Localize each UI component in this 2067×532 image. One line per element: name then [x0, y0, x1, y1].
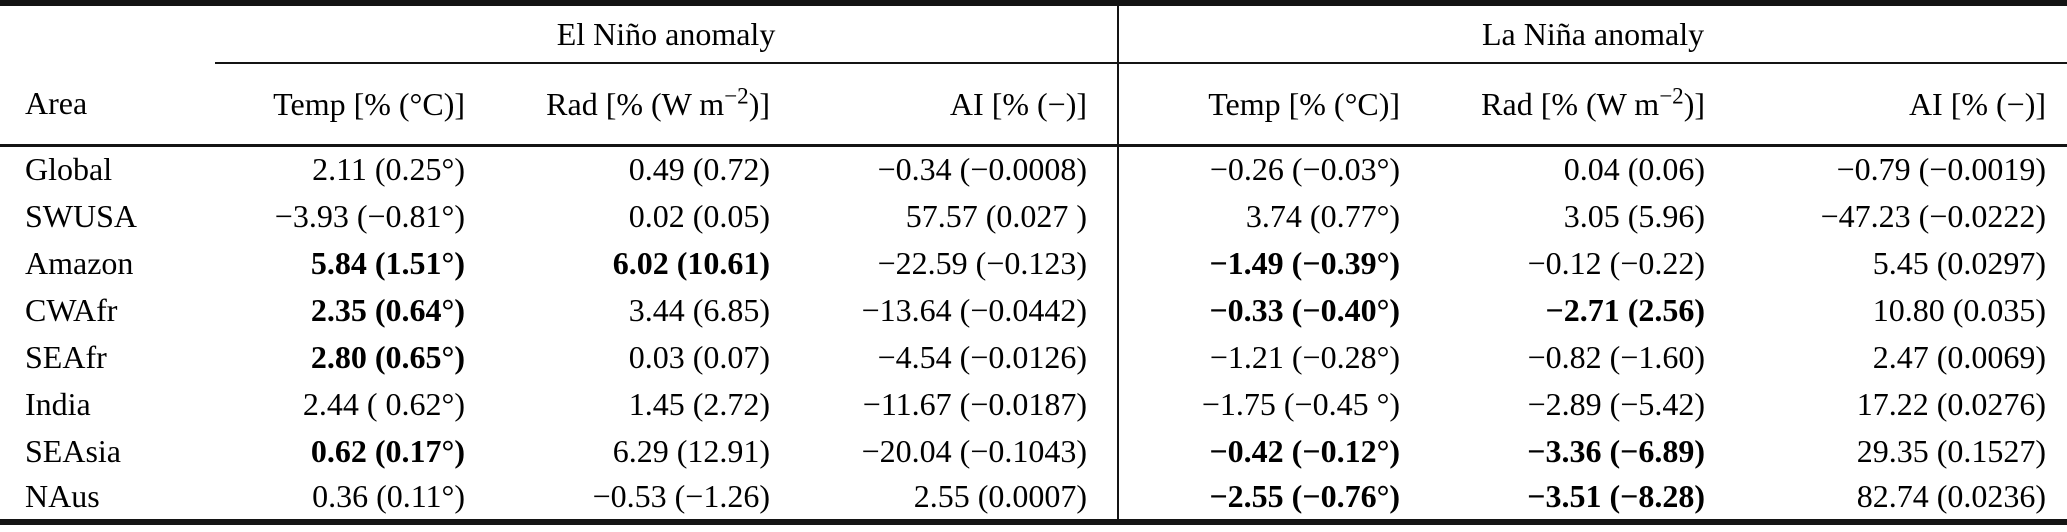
header-text: AI [% (−)] [1908, 85, 2047, 122]
ai-lanina-cell: 17.22 (0.0276) [1856, 385, 2047, 422]
ai-lanina-cell: 29.35 (0.1527) [1856, 432, 2047, 469]
rad-elnino-cell: 6.02 (10.61) [612, 244, 770, 281]
area-cell: Global [25, 151, 113, 188]
header-text: )] [748, 85, 770, 122]
area-cell: SEAsia [25, 432, 121, 469]
temp-elnino-cell: 0.62 (0.17°) [310, 432, 465, 469]
area-cell: SWUSA [25, 197, 138, 234]
ai-elnino-cell: −22.59 (−0.123) [877, 244, 1088, 281]
area-cell: India [25, 385, 91, 422]
temp-elnino-cell: 2.11 (0.25°) [312, 151, 465, 188]
ai-lanina-cell: 2.47 (0.0069) [1872, 338, 2047, 375]
group-header-el-nino: El Niño anomaly [215, 0, 1119, 64]
column-header-row: Area Temp [% (°C)] Rad [% (W m−2)] AI [%… [0, 63, 2067, 147]
header-text: Temp [% (°C)] [1208, 85, 1401, 122]
rad-elnino-cell: 6.29 (12.91) [612, 432, 770, 469]
temp-elnino-cell: −3.93 (−0.81°) [274, 197, 465, 234]
rad-elnino-cell: 1.45 (2.72) [628, 385, 770, 422]
temp-lanina-cell: −1.75 (−0.45 °) [1117, 380, 1401, 428]
rad-lanina-cell: −3.36 (−6.89) [1527, 432, 1706, 469]
temp-lanina-cell: −2.55 (−0.76°) [1117, 474, 1401, 525]
ai-elnino-cell: −0.34 (−0.0008) [877, 151, 1088, 188]
header-text: )] [1683, 85, 1706, 122]
rad-elnino-cell: 0.03 (0.07) [628, 338, 770, 375]
temp-elnino-cell: 2.35 (0.64°) [310, 291, 465, 328]
header-text: AI [% (−)] [949, 85, 1088, 122]
temp-lanina-cell: 3.74 (0.77°) [1117, 192, 1401, 240]
table-header: El Niño anomaly La Niña anomaly Area Tem… [0, 0, 2067, 147]
column-header-area: Area [0, 63, 215, 147]
header-text: Temp [% (°C)] [273, 85, 465, 122]
ai-elnino-cell: −13.64 (−0.0442) [861, 291, 1088, 328]
column-header-temp-lanina: Temp [% (°C)] [1117, 63, 1401, 147]
rad-lanina-cell: −3.51 (−8.28) [1400, 474, 1706, 525]
table-row: SWUSA −3.93 (−0.81°) 0.02 (0.05) 57.57 (0.0… [0, 192, 2067, 240]
rad-elnino-cell: 3.44 (6.85) [628, 291, 770, 328]
temp-elnino-cell: 2.44 ( 0.62°) [302, 385, 465, 422]
rad-elnino-cell: 0.02 (0.05) [628, 197, 770, 234]
area-cell: CWAfr [25, 291, 118, 328]
rad-elnino-cell: −0.53 (−1.26) [465, 474, 770, 525]
rad-lanina-cell: −0.12 (−0.22) [1527, 244, 1706, 281]
header-text: Rad [% (W m [546, 85, 725, 122]
column-header-temp-elnino: Temp [% (°C)] [215, 63, 465, 147]
column-header-ai-lanina: AI [% (−)] [1705, 63, 2067, 147]
temp-lanina-cell: −1.49 (−0.39°) [1117, 239, 1401, 287]
table-row: Global 2.11 (0.25°) 0.49 (0.72) −0.34 (−0.0… [0, 145, 2067, 193]
rad-elnino-cell: 0.49 (0.72) [628, 151, 770, 188]
ai-lanina-cell: 82.74 (0.0236) [1705, 474, 2067, 525]
temp-lanina-cell: −1.21 (−0.28°) [1117, 333, 1401, 381]
area-cell: SEAfr [25, 338, 107, 375]
table-row: Amazon 5.84 (1.51°) 6.02 (10.61) −22.59 (−0… [0, 239, 2067, 287]
column-header-rad-lanina: Rad [% (W m−2)] [1400, 63, 1706, 147]
group-header-la-nina: La Niña anomaly [1117, 0, 2067, 64]
temp-lanina-cell: −0.42 (−0.12°) [1117, 427, 1401, 475]
column-header-rad-elnino: Rad [% (W m−2)] [465, 63, 770, 147]
rad-lanina-cell: −2.71 (2.56) [1545, 291, 1706, 328]
ai-elnino-cell: −4.54 (−0.0126) [877, 338, 1088, 375]
area-cell: NAus [0, 474, 215, 525]
header-superscript: −2 [1659, 81, 1684, 108]
table-row: SEAfr 2.80 (0.65°) 0.03 (0.07) −4.54 (−0.01… [0, 333, 2067, 381]
table-row: NAus 0.36 (0.11°) −0.53 (−1.26) 2.55 (0.000… [0, 474, 2067, 525]
temp-elnino-cell: 2.80 (0.65°) [310, 338, 465, 375]
table-row: CWAfr 2.35 (0.64°) 3.44 (6.85) −13.64 (−0.0… [0, 286, 2067, 334]
rad-lanina-cell: −0.82 (−1.60) [1527, 338, 1706, 375]
rad-lanina-cell: 3.05 (5.96) [1563, 197, 1706, 234]
rad-lanina-cell: −2.89 (−5.42) [1527, 385, 1706, 422]
ai-elnino-cell: 57.57 (0.027 ) [905, 197, 1088, 234]
temp-elnino-cell: 5.84 (1.51°) [310, 244, 465, 281]
ai-lanina-cell: −47.23 (−0.0222) [1820, 197, 2047, 234]
temp-lanina-cell: −0.33 (−0.40°) [1117, 286, 1401, 334]
area-cell: Amazon [25, 244, 134, 281]
ai-lanina-cell: 10.80 (0.035) [1872, 291, 2047, 328]
header-text: Rad [% (W m [1481, 85, 1660, 122]
table-row: India 2.44 ( 0.62°) 1.45 (2.72) −11.67 (−0.… [0, 380, 2067, 428]
group-header-row: El Niño anomaly La Niña anomaly [0, 0, 2067, 64]
table-body: Global 2.11 (0.25°) 0.49 (0.72) −0.34 (−0.0… [0, 145, 2067, 525]
table-row: SEAsia 0.62 (0.17°) 6.29 (12.91) −20.04 (−0… [0, 427, 2067, 475]
ai-lanina-cell: −0.79 (−0.0019) [1836, 151, 2047, 188]
temp-lanina-cell: −0.26 (−0.03°) [1117, 145, 1401, 193]
ai-elnino-cell: −20.04 (−0.1043) [861, 432, 1088, 469]
column-header-ai-elnino: AI [% (−)] [770, 63, 1119, 147]
rad-lanina-cell: 0.04 (0.06) [1563, 151, 1706, 188]
ai-lanina-cell: 5.45 (0.0297) [1872, 244, 2047, 281]
temp-elnino-cell: 0.36 (0.11°) [215, 474, 465, 525]
ai-elnino-cell: −11.67 (−0.0187) [862, 385, 1088, 422]
header-superscript: −2 [724, 81, 749, 108]
ai-elnino-cell: 2.55 (0.0007) [770, 474, 1119, 525]
group-header-spacer [0, 0, 215, 63]
